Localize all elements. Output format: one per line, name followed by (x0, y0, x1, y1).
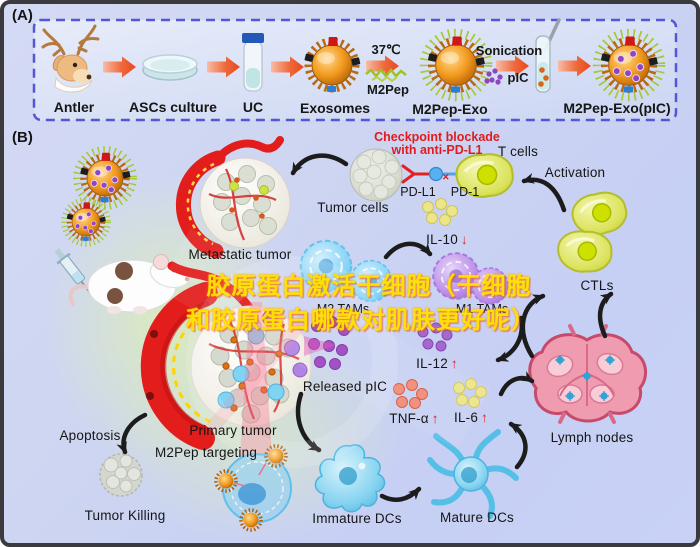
syringe-icon (54, 248, 92, 294)
label-pic: pIC (507, 70, 529, 85)
il6-dots (453, 378, 487, 408)
label-uc: UC (242, 99, 264, 115)
arrow-immature-to-mature-dc (379, 486, 422, 503)
arrow-mature-dc-up (508, 421, 528, 470)
label-checkpoint-blockade: Checkpoint blockade with anti-PD-L1 (374, 130, 500, 157)
label-apoptosis: Apoptosis (59, 428, 121, 443)
label-temperature: 37℃ (371, 42, 401, 57)
label-released-pic: Released pIC (302, 379, 388, 394)
label-metastatic-tumor: Metastatic tumor (188, 247, 292, 262)
panel-a-tag: (A) (12, 7, 33, 24)
metastatic-tumor-illustration (175, 136, 291, 259)
arrow-apoptosis (116, 412, 148, 455)
label-sonication: Sonication (475, 43, 543, 58)
up-arrow-icon: ↑ (450, 356, 458, 371)
immature-dc-illustration (314, 444, 386, 513)
m2pep-peptide-icon (365, 68, 407, 83)
label-m2pep-exo-pic: M2Pep-Exo(pIC) (563, 100, 671, 116)
watermark-line2: 和胶原蛋白哪款对肌肤更好呢） (186, 307, 536, 334)
label-activation: Activation (544, 165, 606, 180)
label-ascs-culture: ASCs culture (129, 99, 217, 115)
panel-b-tag: (B) (12, 129, 33, 146)
up-arrow-icon: ↑ (481, 410, 489, 425)
lymph-node-illustration (528, 324, 648, 424)
il10-dots (422, 198, 458, 226)
arrow-lymph-to-ctl (520, 293, 546, 359)
pic-dots-icon (484, 68, 503, 85)
tnfa-dots (393, 379, 428, 409)
pd-l1-pd-1-complex (401, 164, 467, 184)
label-il12: IL-12 ↑ (416, 356, 458, 371)
antler-deer-icon (41, 24, 100, 93)
il12-dots (417, 322, 453, 352)
injected-exosome-icon (64, 200, 107, 243)
label-primary-tumor: Primary tumor (189, 423, 277, 438)
label-m2pep-exo: M2Pep-Exo (412, 101, 488, 117)
label-m2-tams: M2 TAMs (316, 302, 370, 316)
apoptotic-cell-illustration (99, 453, 143, 497)
label-exosomes: Exosomes (299, 100, 371, 116)
tumor-cells-illustration (349, 148, 403, 202)
label-antler: Antler (53, 99, 95, 115)
sonication-tube-icon (535, 18, 561, 93)
label-m1-tams: M1 TAMs (455, 302, 509, 316)
arrow-down-to-lymph (495, 315, 525, 363)
label-lymph-nodes: Lymph nodes (550, 430, 634, 445)
uc-tube-icon (242, 33, 264, 92)
label-tumor-killing: Tumor Killing (84, 508, 166, 523)
label-ctls: CTLs (580, 278, 614, 293)
arrow-into-lymph-node (498, 371, 535, 397)
m2pep-targeting-cell (214, 444, 292, 532)
watermark-line1: 胶原蛋白激活干细胞（干细胞 (206, 273, 532, 300)
arrow-activation (521, 173, 567, 213)
label-tumor-cells: Tumor cells (317, 200, 389, 215)
label-immature-dcs: Immature DCs (312, 511, 402, 526)
label-il10: IL-10 ↓ (426, 232, 468, 247)
ctl-cell-illustration (554, 227, 616, 277)
arrow-to-metastatic-tumor (290, 153, 349, 176)
down-arrow-icon: ↓ (460, 232, 468, 247)
label-pd-l1: PD-L1 (400, 185, 436, 199)
label-mature-dcs: Mature DCs (439, 510, 515, 525)
petri-dish-icon (142, 54, 198, 81)
label-tnf-alpha: TNF-α ↑ (389, 411, 439, 426)
label-pd-1: PD-1 (450, 185, 480, 199)
arrow-m2-to-m1 (383, 241, 433, 260)
label-t-cells: T cells (497, 144, 539, 159)
label-il6: IL-6 ↑ (453, 410, 489, 425)
arrow-lymph-to-ctl (597, 291, 614, 339)
label-m2pep: M2Pep (367, 82, 409, 97)
blocked-interaction-icon: ✕ (442, 172, 450, 182)
up-arrow-icon: ↑ (431, 411, 439, 426)
label-m2pep-targeting: M2Pep targeting (154, 445, 258, 460)
mature-dc-illustration (427, 429, 519, 519)
panel-a-box (32, 18, 678, 122)
